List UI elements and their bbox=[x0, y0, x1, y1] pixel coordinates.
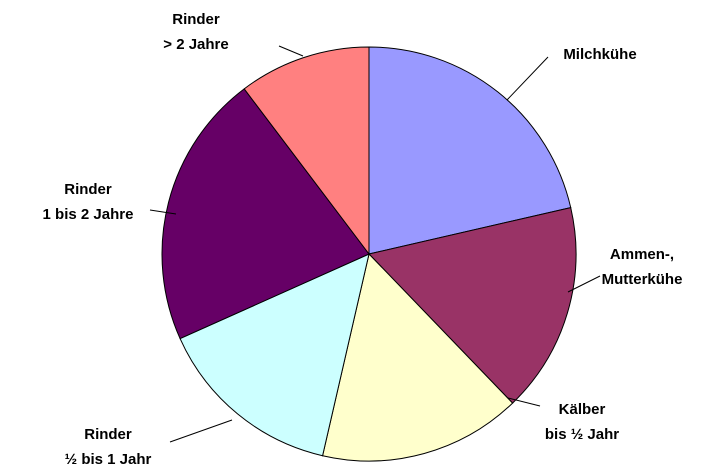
leader-line bbox=[169, 419, 233, 443]
pie-slice bbox=[321, 252, 514, 462]
slice-label: 1 bis 2 Jahre bbox=[43, 206, 134, 223]
slice-label: Rinder bbox=[172, 11, 220, 28]
slice-label: Ammen-, bbox=[610, 246, 674, 263]
slice-label: ½ bis 1 Jahr bbox=[65, 451, 152, 468]
leader-line bbox=[567, 275, 601, 293]
pie-slice bbox=[161, 88, 370, 340]
slice-label: Rinder bbox=[64, 181, 112, 198]
leader-line bbox=[507, 397, 541, 407]
leader-line bbox=[506, 56, 549, 101]
slice-label: Kälber bbox=[559, 401, 606, 418]
pie-slice bbox=[243, 46, 370, 256]
slice-label: Rinder bbox=[84, 426, 132, 443]
pie-slice bbox=[368, 206, 577, 404]
leader-line bbox=[278, 45, 304, 57]
slice-label: Mutterkühe bbox=[602, 271, 683, 288]
leader-line bbox=[149, 209, 177, 215]
slice-label: bis ½ Jahr bbox=[545, 426, 619, 443]
slice-label: > 2 Jahre bbox=[163, 36, 228, 53]
pie-slice bbox=[368, 46, 572, 255]
pie-slice bbox=[179, 253, 370, 457]
slice-label: Milchkühe bbox=[563, 46, 636, 63]
